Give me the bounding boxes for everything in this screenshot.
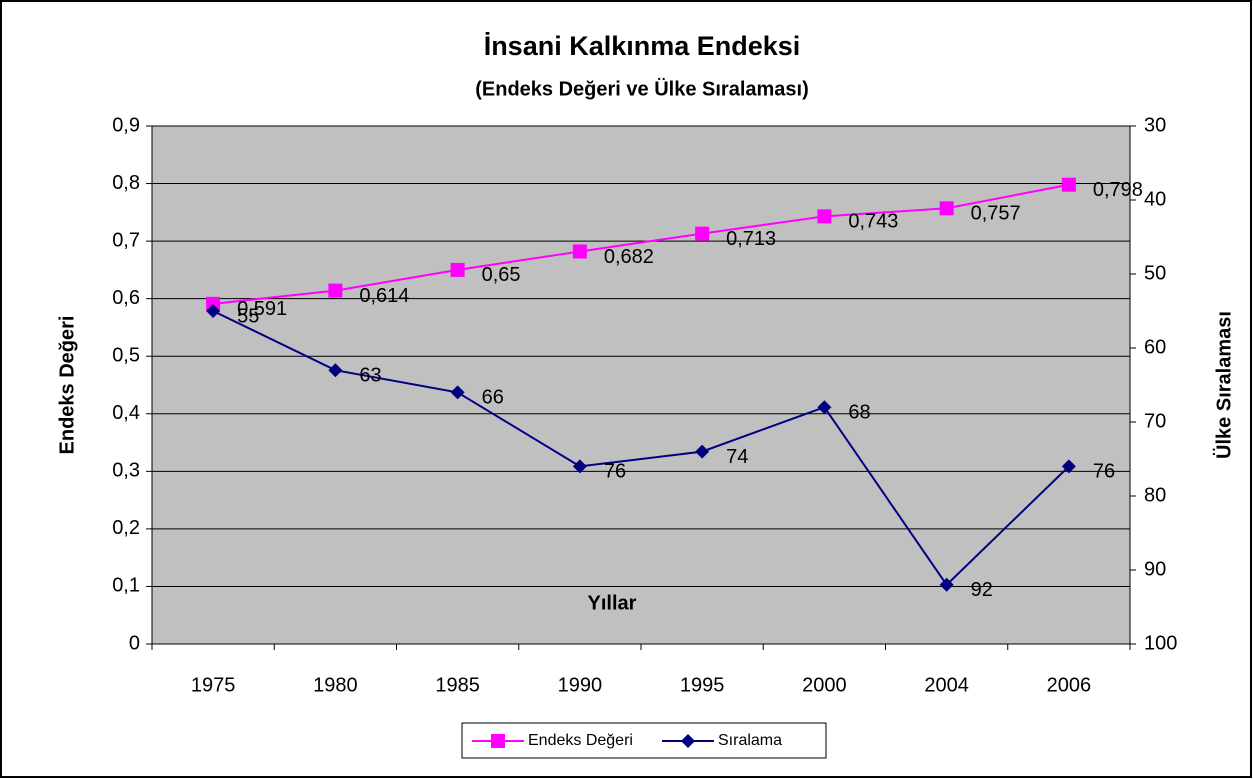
point <box>1061 177 1076 192</box>
y-tick-label: 0,5 <box>112 345 140 367</box>
legend-label: Sıralama <box>718 732 782 749</box>
y-tick-label: 0,3 <box>112 460 140 482</box>
point <box>939 201 954 216</box>
x-axis-label: Yıllar <box>588 592 637 614</box>
point <box>206 296 221 311</box>
point <box>206 304 221 318</box>
data-label: 76 <box>1093 461 1115 483</box>
data-label: 66 <box>482 387 504 409</box>
y-tick-label: 0,7 <box>112 229 140 251</box>
point <box>817 400 832 415</box>
data-label: 0,757 <box>971 203 1021 225</box>
y2-tick-label: 40 <box>1144 188 1166 210</box>
y2-tick-label: 70 <box>1144 410 1166 432</box>
data-label: 0,798 <box>1093 179 1143 201</box>
data-label: 0,713 <box>726 228 776 250</box>
data-label: 92 <box>971 579 993 601</box>
y2-tick-label: 60 <box>1144 336 1166 358</box>
point <box>572 459 587 474</box>
y-tick-label: 0,1 <box>112 575 140 597</box>
y2-axis-label: Ülke Sıralaması <box>1212 311 1235 459</box>
chart-subtitle: (Endeks Değeri ve Ülke Sıralaması) <box>475 77 809 100</box>
legend-label: Endeks Değeri <box>528 732 633 749</box>
y-tick-label: 0,8 <box>112 172 140 194</box>
data-label: 0,614 <box>359 285 409 307</box>
x-tick-label: 1995 <box>680 674 725 696</box>
point <box>450 262 465 277</box>
data-label: 76 <box>604 461 626 483</box>
y-axis-label: Endeks Değeri <box>56 316 78 455</box>
chart-title: İnsani Kalkınma Endeksi <box>484 31 801 61</box>
data-label: 63 <box>359 364 381 386</box>
point <box>695 444 710 459</box>
point <box>328 363 343 378</box>
series-line <box>213 183 1070 305</box>
y2-tick-label: 100 <box>1144 632 1177 654</box>
data-label: 74 <box>726 446 748 468</box>
y-tick-label: 0,9 <box>112 114 140 136</box>
x-tick-label: 2006 <box>1047 674 1092 696</box>
y2-tick-label: 50 <box>1144 262 1166 284</box>
plot-area <box>151 125 1131 645</box>
y-tick-label: 0,6 <box>112 287 140 309</box>
y-tick-label: 0,4 <box>112 402 140 424</box>
point <box>695 226 710 241</box>
x-tick-label: 1990 <box>558 674 603 696</box>
legend-marker <box>681 734 695 748</box>
x-tick-label: 2000 <box>802 674 847 696</box>
y-tick-label: 0 <box>129 632 140 654</box>
x-tick-label: 1985 <box>435 674 480 696</box>
x-tick-label: 2004 <box>924 674 969 696</box>
data-label: 0,65 <box>482 264 521 286</box>
y2-tick-label: 30 <box>1144 114 1166 136</box>
y-tick-label: 0,2 <box>112 517 140 539</box>
point <box>328 283 343 298</box>
series-line <box>212 310 1070 587</box>
data-label: 68 <box>848 401 870 423</box>
legend-marker <box>491 734 505 748</box>
data-label: 0,743 <box>848 211 898 233</box>
point <box>817 209 832 224</box>
x-tick-label: 1980 <box>313 674 358 696</box>
point <box>572 244 587 259</box>
point <box>450 385 465 400</box>
data-label: 0,682 <box>604 246 654 268</box>
y2-tick-label: 90 <box>1144 558 1166 580</box>
data-label: 0,591 <box>237 298 287 320</box>
y2-tick-label: 80 <box>1144 484 1166 506</box>
point <box>1061 459 1076 474</box>
point <box>939 577 954 592</box>
data-label: 55 <box>237 305 259 327</box>
x-tick-label: 1975 <box>191 674 236 696</box>
